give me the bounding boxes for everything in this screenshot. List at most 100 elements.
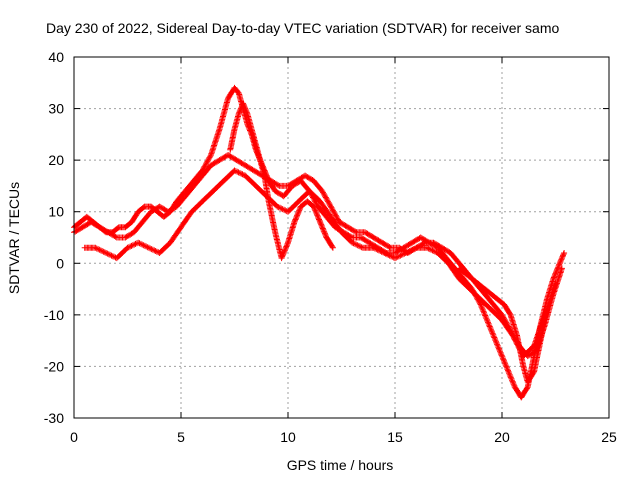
series-track-4	[227, 100, 336, 262]
data-point	[135, 239, 151, 251]
data-point	[338, 229, 355, 245]
data-point	[501, 301, 513, 317]
data-point	[327, 213, 344, 235]
data-point	[210, 178, 226, 195]
data-point	[499, 317, 515, 338]
y-tick-label: 10	[48, 204, 64, 220]
data-point	[165, 204, 179, 215]
data-point	[242, 172, 258, 188]
data-point	[122, 219, 134, 231]
y-tick-label: -20	[44, 358, 64, 374]
data-point	[173, 189, 188, 205]
data-point	[199, 189, 215, 205]
data-point	[302, 172, 316, 183]
data-point	[481, 291, 496, 307]
data-point	[336, 219, 350, 230]
data-point	[392, 250, 408, 262]
data-point	[462, 270, 474, 281]
data-point	[466, 286, 483, 302]
data-point	[109, 225, 121, 236]
data-point	[558, 265, 565, 272]
x-tick-label: 25	[601, 429, 617, 445]
data-point	[248, 126, 259, 147]
x-tick-label: 10	[280, 429, 296, 445]
y-tick-label: -10	[44, 307, 64, 323]
data-point	[447, 250, 462, 266]
data-point	[156, 240, 173, 256]
data-point	[486, 322, 501, 348]
data-point	[357, 234, 372, 245]
data-point	[315, 203, 329, 219]
x-tick-label: 15	[387, 429, 403, 445]
data-point	[490, 301, 504, 317]
data-point	[310, 203, 323, 224]
data-point	[370, 244, 386, 256]
data-point	[173, 194, 188, 210]
data-point	[285, 199, 301, 215]
data-point	[199, 153, 214, 174]
data-point	[96, 224, 110, 235]
data-point	[190, 173, 205, 189]
data-point	[285, 178, 299, 189]
data-point	[561, 250, 568, 256]
y-tick-label: 30	[48, 101, 64, 117]
data-point	[252, 182, 269, 199]
data-point	[494, 296, 507, 307]
data-point	[439, 244, 453, 256]
data-point	[327, 203, 342, 224]
data-point	[208, 127, 223, 158]
data-point	[291, 204, 304, 225]
data-point	[329, 244, 336, 251]
series-track-5	[456, 265, 550, 385]
data-point	[182, 178, 196, 195]
data-point	[543, 277, 556, 303]
data-point	[400, 240, 414, 251]
data-point	[231, 84, 241, 96]
data-point	[543, 306, 550, 313]
data-point	[370, 234, 384, 245]
data-point	[128, 209, 141, 225]
data-point	[225, 152, 239, 163]
data-point	[105, 229, 119, 240]
x-tick-label: 0	[70, 429, 78, 445]
y-tick-label: -30	[44, 410, 64, 426]
data-point	[182, 184, 196, 200]
data-point	[113, 245, 130, 262]
data-point	[122, 230, 136, 241]
data-point	[220, 168, 237, 184]
data-point	[285, 220, 297, 246]
data-point	[265, 198, 278, 234]
data-point	[257, 157, 268, 178]
data-point	[278, 240, 291, 262]
chart-title: Day 230 of 2022, Sidereal Day-to-day VTE…	[46, 20, 559, 36]
data-point	[503, 363, 518, 389]
data-point	[306, 188, 322, 204]
data-point	[319, 188, 334, 209]
data-point	[178, 209, 194, 231]
data-point	[552, 280, 559, 287]
data-point	[344, 224, 359, 235]
plot-frame	[73, 56, 610, 419]
series-track-1	[71, 84, 568, 401]
data-point	[92, 244, 108, 256]
data-point	[488, 306, 504, 322]
data-point	[349, 239, 365, 251]
data-point	[402, 245, 419, 256]
data-point	[379, 239, 393, 251]
data-point	[537, 308, 550, 344]
data-point	[507, 311, 520, 338]
data-point	[190, 168, 205, 184]
x-tick-label: 20	[494, 429, 510, 445]
data-point	[514, 332, 527, 368]
data-point	[456, 275, 472, 291]
data-point	[295, 189, 312, 205]
data-point	[494, 342, 509, 369]
y-tick-label: 0	[56, 255, 64, 271]
series-track-3	[81, 167, 559, 360]
data-points	[71, 84, 568, 401]
data-point	[434, 250, 451, 266]
y-axis-label: SDTVAR / TECUs	[6, 182, 22, 294]
data-point	[362, 229, 376, 240]
data-point	[250, 167, 265, 178]
data-point	[518, 385, 530, 401]
